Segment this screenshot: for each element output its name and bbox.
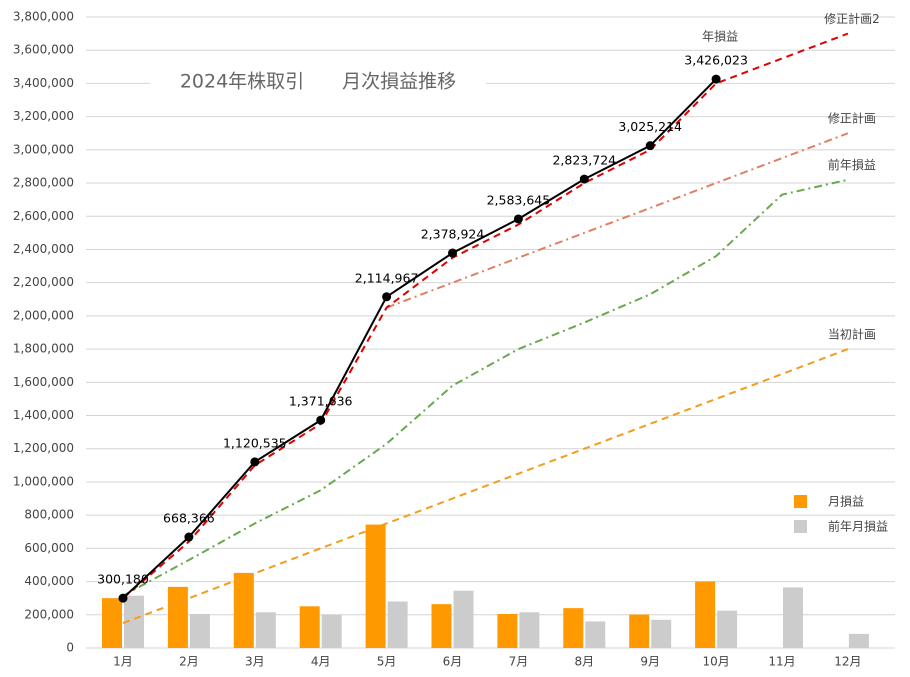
bar [629,614,650,648]
point [645,141,655,151]
bar [189,613,210,648]
y-tick-label: 800,000 [24,508,74,522]
point [513,214,523,224]
x-tick-label: 7月 [509,655,529,669]
x-tick-label: 6月 [443,655,463,669]
data-label: 668,366 [163,511,215,526]
y-tick-label: 1,000,000 [13,474,74,488]
y-tick-label: 1,600,000 [13,375,74,389]
bars [102,524,869,648]
x-tick-label: 10月 [702,655,729,669]
y-tick-label: 1,200,000 [13,441,74,455]
bar [167,586,188,648]
x-tick-label: 3月 [245,655,265,669]
series-label: 年損益 [702,29,738,44]
bar [299,606,320,648]
bar [717,610,738,648]
point [118,593,128,603]
bar [695,581,716,648]
y-tick-label: 3,000,000 [13,142,74,156]
data-label: 3,426,023 [684,53,748,68]
y-tick-label: 2,800,000 [13,176,74,190]
y-tick-label: 400,000 [24,574,74,588]
point [711,74,721,84]
y-tick-label: 2,200,000 [13,275,74,289]
grid: 0 200,000 400,000 600,000 800,000 1,000,000 1,… [13,10,895,669]
chart-title: 2024年株取引 月次損益推移 [180,71,456,93]
y-tick-label: 3,200,000 [13,109,74,123]
x-tick-label: 8月 [574,655,594,669]
x-tick-label: 5月 [377,655,397,669]
bar [387,601,408,648]
bar [783,587,803,648]
bar [233,572,254,648]
y-tick-label: 3,400,000 [13,76,74,90]
data-label: 2,114,967 [355,270,419,285]
bar [431,604,452,648]
bar [102,598,122,648]
bar [848,633,869,648]
y-tick-label: 600,000 [24,541,74,555]
point [579,174,589,184]
point [184,532,194,542]
bar [365,524,386,648]
point [316,415,326,425]
line [122,32,849,599]
x-tick-label: 1月 [113,655,133,669]
legend-swatch [794,520,807,533]
series-label: 前年損益 [828,157,876,172]
y-tick-label: 1,800,000 [13,342,74,356]
x-tick-label: 2月 [179,655,199,669]
title-background [150,66,486,98]
series-label: 修正計画 [828,111,876,126]
bar [321,614,342,648]
y-tick-label: 3,800,000 [13,10,74,24]
lines: 当初計画 前年損益 修正計画 修正計画2 300,180 668,366 1,120,535… [97,11,888,625]
bar [497,614,518,648]
y-tick-label: 200,000 [24,607,74,621]
data-label: 300,180 [97,572,149,587]
legend-label: 前年月損益 [828,519,888,534]
line [122,348,849,625]
x-tick-label: 4月 [311,655,331,669]
series-label: 修正計画2 [824,11,880,26]
point [250,457,260,467]
y-tick-label: 2,400,000 [13,242,74,256]
line [386,132,849,309]
bar [519,612,540,648]
y-tick-label: 0 [66,641,74,655]
data-label: 3,025,214 [618,119,682,134]
bar [255,612,276,648]
x-tick-label: 12月 [834,655,861,669]
legend-label: 月損益 [828,494,864,509]
legend-swatch [794,495,807,508]
bar [453,590,474,648]
y-tick-label: 3,600,000 [13,43,74,57]
x-tick-label: 11月 [768,655,795,669]
bar [563,608,584,648]
bar [124,595,144,648]
point [382,292,392,302]
data-label: 1,120,535 [223,435,287,450]
x-tick-label: 9月 [640,655,660,669]
data-label: 1,371,636 [289,394,353,409]
line [122,78,717,599]
y-tick-label: 2,000,000 [13,308,74,322]
data-label: 2,823,724 [552,153,616,168]
bar [585,621,606,648]
data-label: 2,583,645 [487,192,551,207]
series-label: 当初計画 [828,327,876,342]
y-tick-label: 1,400,000 [13,408,74,422]
point [448,248,457,258]
data-label: 2,378,924 [421,226,485,241]
bar [651,619,672,648]
y-tick-label: 2,600,000 [13,209,74,223]
